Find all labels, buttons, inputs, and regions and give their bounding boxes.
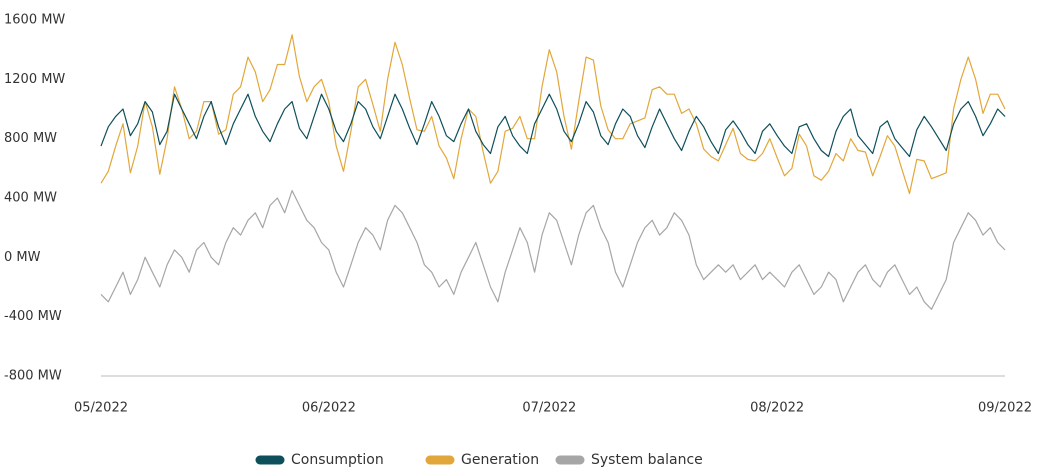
series-line: [100, 190, 1006, 310]
series-line: [100, 34, 1006, 195]
y-tick-label: 1200 MW: [4, 72, 65, 87]
x-tick-label: 06/2022: [302, 401, 356, 416]
y-tick-label: 1600 MW: [4, 13, 65, 28]
legend-label: Consumption: [291, 452, 384, 468]
series-line: [100, 93, 1006, 158]
y-tick-label: -800 MW: [4, 369, 62, 384]
y-tick-label: -400 MW: [4, 309, 62, 324]
x-tick-label: 09/2022: [978, 401, 1032, 416]
legend-label: System balance: [591, 452, 703, 468]
y-tick-label: 0 MW: [4, 250, 41, 265]
y-tick-label: 800 MW: [4, 131, 57, 146]
legend-label: Generation: [461, 452, 539, 468]
x-tick-label: 08/2022: [750, 401, 804, 416]
x-tick-label: 07/2022: [522, 401, 576, 416]
y-tick-label: 400 MW: [4, 191, 57, 206]
x-tick-label: 05/2022: [74, 401, 128, 416]
